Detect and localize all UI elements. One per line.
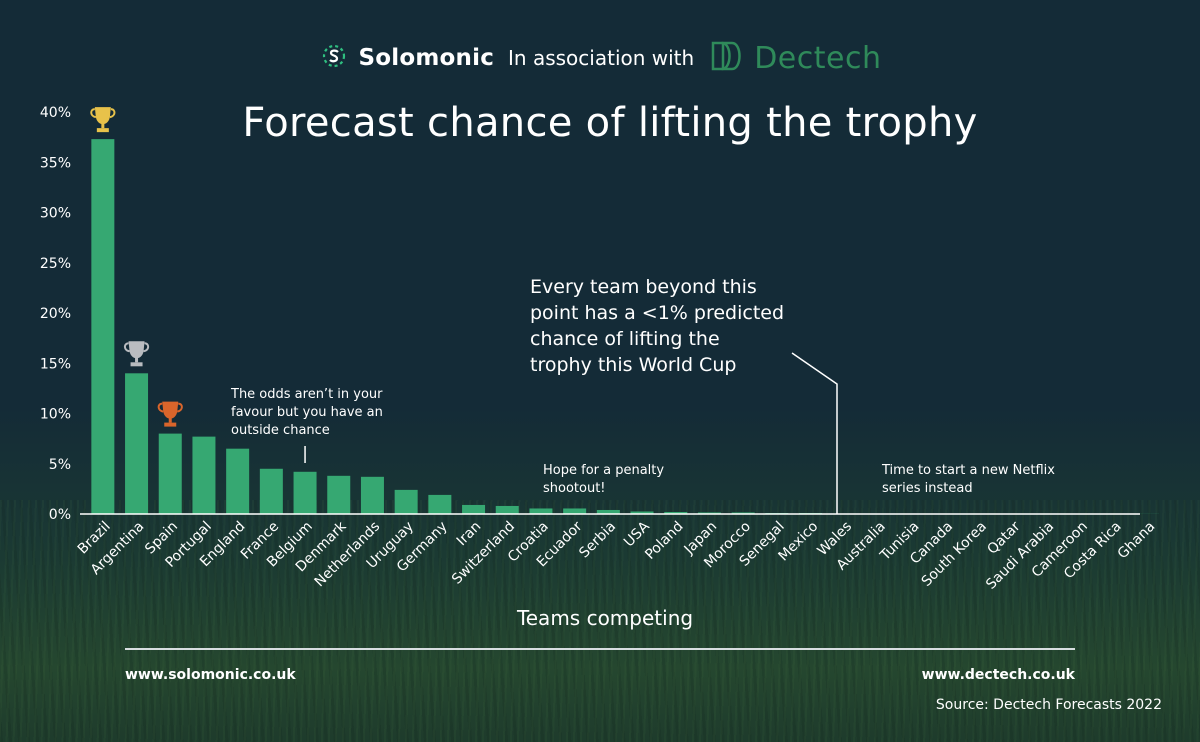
bar xyxy=(563,508,587,514)
annotation-line: point has a <1% predicted xyxy=(530,302,785,324)
chart-title: Forecast chance of lifting the trophy xyxy=(242,100,978,146)
y-tick-label: 15% xyxy=(40,356,71,372)
trophy-icon xyxy=(90,107,116,133)
y-tick-label: 5% xyxy=(49,457,71,473)
header: Solomonic In association with Dectech xyxy=(0,38,1200,78)
annotation-line: Time to start a new Netflix xyxy=(882,463,1055,478)
annotation-netflix: Time to start a new Netflix series inste… xyxy=(882,462,1055,498)
annotation-outside-chance: The odds aren’t in your favour but you h… xyxy=(231,386,383,440)
bar xyxy=(394,489,418,514)
dectech-brand: Dectech xyxy=(754,40,882,76)
annotation-line: Every team beyond this xyxy=(530,276,757,298)
x-tick-label: Poland xyxy=(642,519,686,563)
annotation-line: Hope for a penalty xyxy=(543,463,665,478)
bar xyxy=(360,476,384,514)
grass-texture xyxy=(0,500,1200,742)
trophy-icon xyxy=(123,341,150,367)
y-tick-label: 30% xyxy=(40,206,71,222)
source-note: Source: Dectech Forecasts 2022 xyxy=(935,697,1162,713)
bar xyxy=(259,468,283,514)
bar xyxy=(630,511,654,514)
annotation-pointer xyxy=(791,352,838,514)
annotation-penalty: Hope for a penalty shootout! xyxy=(543,462,664,498)
x-tick-label: Ghana xyxy=(1115,519,1159,563)
annotation-line: chance of lifting the xyxy=(530,328,720,350)
bar xyxy=(731,512,755,514)
bar xyxy=(226,448,250,514)
solomonic-logo-icon xyxy=(319,41,349,75)
annotation-line: series instead xyxy=(882,481,973,496)
bar xyxy=(596,509,620,514)
bar xyxy=(462,504,486,514)
y-tick-label: 40% xyxy=(40,105,71,121)
solomonic-url-link[interactable]: www.solomonic.co.uk xyxy=(125,667,296,683)
annotation-line: trophy this World Cup xyxy=(530,354,737,376)
bar xyxy=(428,494,452,514)
annotation-line: favour but you have an xyxy=(231,405,383,420)
bar xyxy=(158,433,182,514)
dectech-logo-icon xyxy=(710,40,744,76)
bar xyxy=(192,436,216,514)
solomonic-brand: Solomonic xyxy=(358,45,495,71)
y-tick-label: 0% xyxy=(49,507,71,523)
bar xyxy=(529,508,553,514)
bar xyxy=(697,512,721,514)
bar xyxy=(125,373,149,514)
y-tick-label: 20% xyxy=(40,306,71,322)
x-tick-label: Serbia xyxy=(576,519,619,562)
y-tick-label: 35% xyxy=(40,155,71,171)
y-tick-label: 25% xyxy=(40,256,71,272)
bar xyxy=(327,475,351,514)
footer-divider xyxy=(125,648,1075,650)
annotation-line: shootout! xyxy=(543,481,606,496)
annotation-line: The odds aren’t in your xyxy=(231,387,383,402)
dectech-url-link[interactable]: www.dectech.co.uk xyxy=(921,667,1075,683)
x-axis-label: Teams competing xyxy=(516,606,694,630)
association-text: In association with xyxy=(508,46,695,70)
annotation-beyond-point: Every team beyond this point has a <1% p… xyxy=(530,274,784,378)
bar xyxy=(664,511,688,514)
bar xyxy=(91,139,115,514)
bar xyxy=(495,505,519,514)
annotation-line: outside chance xyxy=(231,423,330,438)
y-tick-label: 10% xyxy=(40,407,71,423)
bar xyxy=(293,471,317,514)
trophy-icon xyxy=(157,401,183,427)
